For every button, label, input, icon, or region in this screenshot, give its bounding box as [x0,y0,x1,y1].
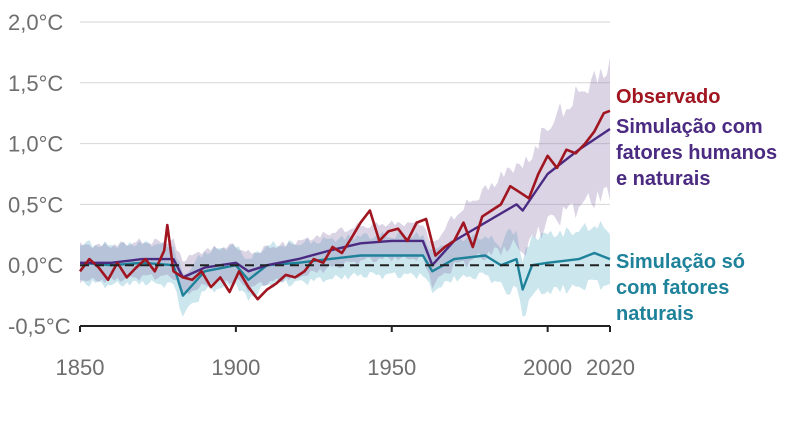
label-observado: Observado [616,84,720,110]
y-tick-label: 1,5°C [8,71,63,96]
label-natural-only-line-2: com fatores [616,277,730,299]
y-tick-label: 0,5°C [8,192,63,217]
label-natural-only: Simulação só com fatores naturais [616,249,745,327]
y-tick-label: -0,5°C [8,314,71,339]
y-tick-label: 0,0°C [8,253,63,278]
x-tick-label: 1950 [367,355,416,380]
x-tick-label: 2000 [523,355,572,380]
label-natural-only-line-3: naturais [616,303,694,325]
label-observado-text: Observado [616,86,721,108]
label-human-natural-line-1: Simulação com [616,116,763,138]
axes: 2,0°C 1,5°C 1,0°C 0,5°C 0,0°C -0,5°C 1850 1900 1… [8,10,635,380]
y-tick-label: 1,0°C [8,132,63,157]
x-tick-label: 1850 [56,355,105,380]
label-human-natural-line-3: e naturais [616,168,711,190]
observed-line [78,109,611,301]
label-human-natural: Simulação com fatores humanos e naturais [616,114,777,192]
uncertainty-bands [80,57,610,317]
label-human-natural-line-2: fatores humanos [616,142,778,164]
grid-lines [80,21,610,205]
x-tick-label: 2020 [586,355,635,380]
y-tick-label: 2,0°C [8,10,63,35]
natural-only-band [80,220,610,317]
x-tick-label: 1900 [211,355,260,380]
label-natural-only-line-1: Simulação só [616,251,745,273]
